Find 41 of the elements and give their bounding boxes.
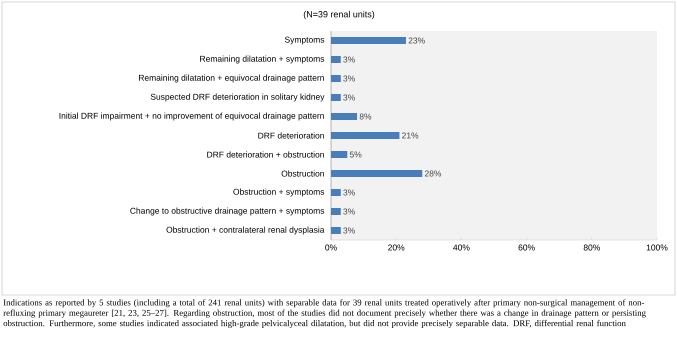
bar xyxy=(331,37,406,44)
bar xyxy=(331,170,422,177)
y-tick-label: Symptoms xyxy=(284,36,324,44)
bar xyxy=(331,227,341,234)
y-tick-label: Obstruction + contralateral renal dysplasia xyxy=(166,226,324,234)
data-label: 3% xyxy=(343,208,355,214)
bar xyxy=(331,113,358,120)
data-label: 3% xyxy=(343,228,355,234)
y-tick-label: Suspected DRF deterioration in solitary kidney xyxy=(150,94,324,102)
data-label: 28% xyxy=(424,170,442,176)
y-tick-label: DRF deterioration xyxy=(258,132,324,139)
x-tick-label: 0% xyxy=(325,244,337,251)
data-label: 3% xyxy=(343,76,355,82)
text: Indications as reported by 5 studies (including a total of 241 renal units) with separable data for 39 renal units treated operatively after primary non-surgical management of non-refluxing primary megaureter [21, 23, 25–27]. Regarding obstruction, most of the studies did not document precisely whether there was a change in drainage pattern or persisting obstruction. Furthermore, some studies indicated associated high-grade pelvicalyceal dilatation, but did not provide precisely separable data. DRF, differential renal function xyxy=(3,299,646,328)
bar xyxy=(331,189,341,196)
bar xyxy=(331,75,341,82)
y-tick-label: Change to obstructive drainage pattern + symptoms xyxy=(130,208,324,216)
bar xyxy=(331,56,341,63)
data-label: 5% xyxy=(350,152,362,158)
bar xyxy=(331,151,348,158)
bar xyxy=(331,208,341,215)
y-tick-label: Remaining dilatation + equivocal drainage pattern xyxy=(138,74,324,82)
chart-title: (N=39 renal units) xyxy=(304,10,374,20)
x-tick-label: 40% xyxy=(453,244,470,251)
y-tick-label: Obstruction + symptoms xyxy=(233,188,324,196)
x-tick-label: 100% xyxy=(646,244,668,251)
y-tick-label: Obstruction xyxy=(282,170,324,177)
data-label: 3% xyxy=(343,190,355,196)
x-tick-label: 80% xyxy=(584,244,600,251)
y-tick-label: DRF deterioration + obstruction xyxy=(207,151,324,158)
x-tick-label: 60% xyxy=(518,244,535,251)
data-label: 3% xyxy=(343,94,355,100)
data-label: 23% xyxy=(408,38,425,44)
data-label: 21% xyxy=(402,132,418,138)
y-tick-label: Remaining dilatation + symptoms xyxy=(200,56,324,64)
y-tick-label: Initial DRF impairment + no improvement of equivocal drainage pattern xyxy=(60,112,324,120)
data-label: 3% xyxy=(343,56,355,62)
x-tick-label: 20% xyxy=(388,244,404,251)
bar xyxy=(331,132,400,139)
bar xyxy=(331,94,341,101)
data-label: 8% xyxy=(360,114,372,120)
